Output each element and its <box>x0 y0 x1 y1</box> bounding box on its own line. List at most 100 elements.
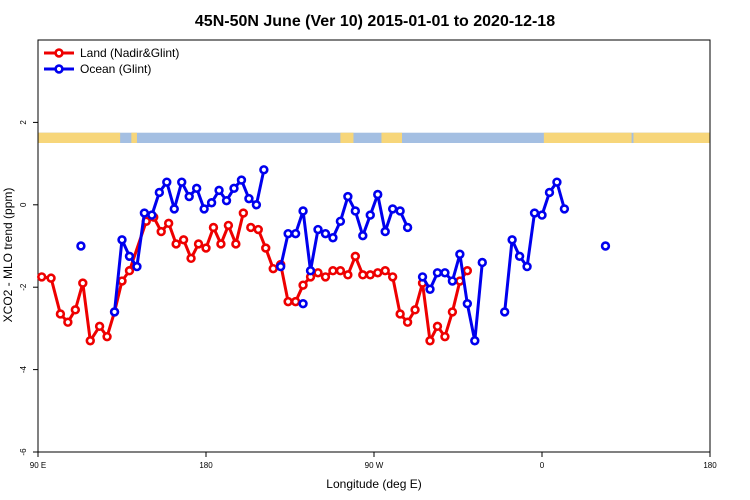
series-0-point <box>425 336 435 346</box>
series-1-point <box>313 224 323 235</box>
series-0-point <box>373 268 383 278</box>
series-0-point <box>37 272 47 282</box>
series-0-point <box>462 266 473 276</box>
series-1-point <box>283 228 293 239</box>
series-1-point <box>350 206 361 216</box>
series-1-point <box>600 241 611 251</box>
series-1-point <box>290 228 301 239</box>
series-1-point <box>139 208 150 218</box>
series-1-point <box>552 177 562 187</box>
series-0-point <box>432 321 443 332</box>
x-tick-label: 180 <box>199 461 213 470</box>
series-1-point <box>477 257 487 268</box>
series-1-point <box>275 261 286 272</box>
legend-swatch-marker <box>54 48 64 58</box>
series-1-point <box>328 233 338 243</box>
series-0-point <box>94 321 105 332</box>
series-0-point <box>410 305 420 315</box>
series-0-point <box>238 208 249 218</box>
series-1-point <box>236 175 247 185</box>
series-0-point <box>178 235 189 245</box>
land-segment <box>381 132 402 143</box>
series-0-point <box>380 266 390 276</box>
series-1-point <box>298 298 308 309</box>
series-0-point <box>78 278 88 288</box>
series-1-point <box>387 204 398 214</box>
series-0-point <box>395 309 405 319</box>
series-0-point <box>283 296 293 307</box>
series-1-point <box>132 261 142 272</box>
series-1-point <box>177 177 187 187</box>
series-1-point <box>147 210 157 220</box>
series-0-point <box>320 272 331 282</box>
series-0-point <box>268 263 278 274</box>
series-0-point <box>223 220 234 231</box>
series-1-point <box>373 189 383 200</box>
series-0-point <box>216 239 226 249</box>
land-segment <box>131 132 137 143</box>
series-0-point <box>70 305 81 315</box>
series-1-point <box>259 165 269 175</box>
series-1-point <box>124 251 135 261</box>
series-1-point <box>402 222 413 233</box>
series-1-point <box>162 177 172 187</box>
x-tick-label: 90 E <box>30 461 46 470</box>
series-1-point <box>507 235 517 245</box>
series-1-point <box>191 183 202 194</box>
series-1-point <box>244 193 254 204</box>
series-1-point <box>544 187 555 198</box>
plot-area: 90 E 180 90 W 0 180 -6 -4 -2 0 2 Land (Nadir&Glint… <box>19 39 717 470</box>
y-tick-label: -6 <box>19 448 28 456</box>
series-1-point <box>229 183 239 194</box>
x-tick-label: 180 <box>703 461 717 470</box>
y-tick-label: 0 <box>19 202 28 207</box>
y-tick-label: 2 <box>19 120 28 125</box>
chart-title: 45N-50N June (Ver 10) 2015-01-01 to 2020… <box>195 13 555 30</box>
series-0-point <box>447 307 458 317</box>
series-1-point <box>462 298 473 309</box>
series-1-point <box>395 206 405 216</box>
y-axis-label: XCO2 - MLO trend (ppm) <box>1 188 15 323</box>
series-1-point <box>537 210 547 220</box>
land-segment <box>543 132 632 143</box>
series-1-point <box>221 195 232 206</box>
series-0-point <box>261 243 271 253</box>
series-0-point <box>350 251 361 261</box>
series-1-point <box>514 251 525 261</box>
series-1-point <box>206 198 217 208</box>
series-0-point <box>328 266 338 276</box>
series-1-point <box>380 226 390 237</box>
series-0-point <box>117 276 127 286</box>
series-0-point <box>343 270 353 280</box>
series-1-point <box>417 272 428 282</box>
x-tick-label: 90 W <box>365 461 384 470</box>
series-0-point <box>313 268 323 278</box>
land-segment <box>633 132 710 143</box>
series-0-point <box>193 239 204 249</box>
series-0-point <box>124 266 135 276</box>
y-tick-label: -2 <box>19 283 28 291</box>
series-1-point <box>214 185 224 196</box>
series-0-point <box>55 309 66 319</box>
series-1-point <box>529 208 540 218</box>
series-1-point <box>305 266 316 276</box>
series-1-point <box>117 235 127 245</box>
series-0-point <box>402 317 413 327</box>
series-1-point <box>184 191 194 202</box>
series-1-point <box>199 204 209 214</box>
series-1-point <box>154 187 165 198</box>
series-1-point <box>440 268 450 278</box>
series-0-point <box>208 222 219 233</box>
series-0-point <box>85 336 95 346</box>
series-1-point <box>522 261 532 272</box>
series-1-point <box>76 241 86 251</box>
series-0-point <box>102 331 112 342</box>
y-tick-label: -4 <box>19 365 28 373</box>
series-0-point <box>201 243 211 253</box>
series-1-point <box>109 307 120 317</box>
land-segment <box>38 132 121 143</box>
series-1-point <box>455 249 465 259</box>
series-1-point <box>298 206 308 216</box>
series-0-point <box>387 272 398 282</box>
